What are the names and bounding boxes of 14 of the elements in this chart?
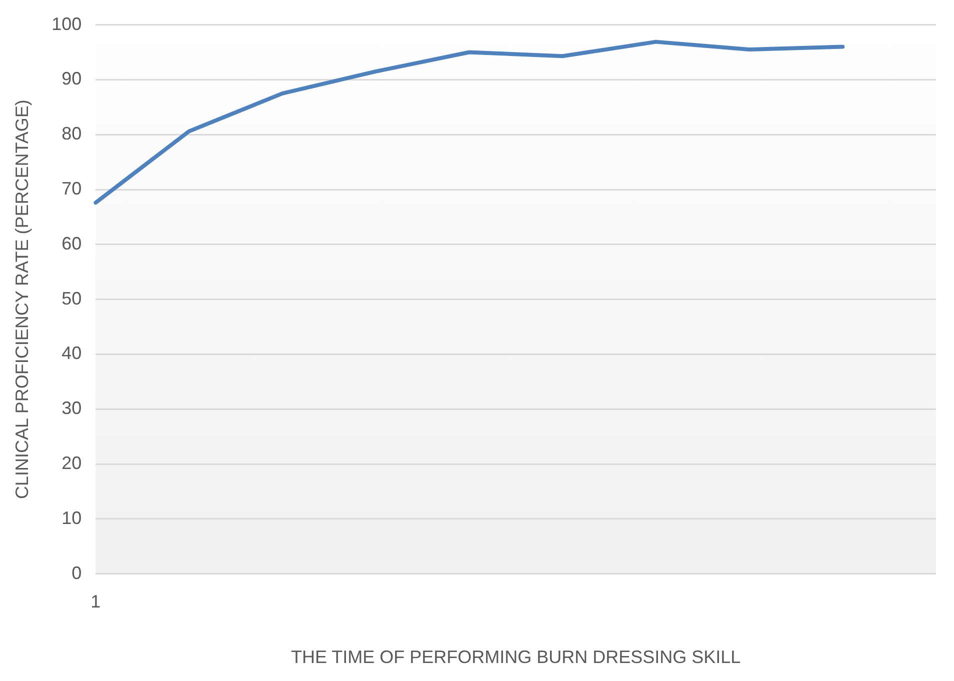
y-tick-label: 30 [62, 398, 82, 418]
y-tick-label: 80 [62, 124, 82, 144]
x-axis-title: THE TIME OF PERFORMING BURN DRESSING SKILL [290, 647, 741, 668]
y-axis-title: CLINICAL PROFICIENCY RATE (PERCENTAGE) [12, 100, 32, 500]
y-tick-label: 60 [62, 233, 82, 254]
y-tick-label: 100 [52, 14, 82, 34]
y-tick-label: 0 [72, 562, 82, 583]
y-tick-label: 40 [62, 343, 82, 364]
x-tick-label: 1 [90, 592, 101, 612]
y-tick-label: 20 [62, 452, 82, 473]
y-tick-label: 70 [62, 178, 82, 198]
y-tick-label: 50 [62, 288, 82, 308]
y-tick-label: 10 [62, 508, 82, 528]
y-tick-label: 90 [62, 68, 82, 89]
